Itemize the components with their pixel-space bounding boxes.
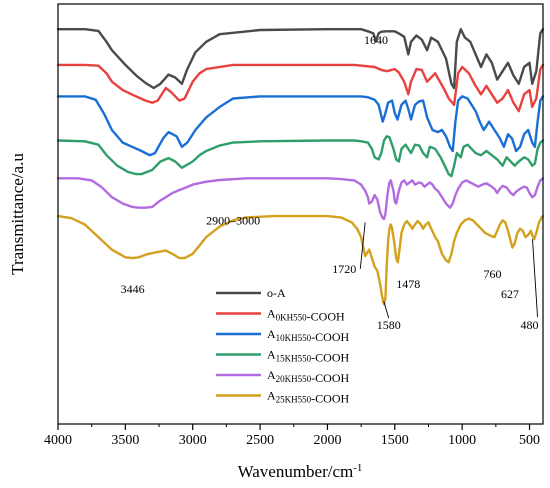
legend-label-a25kh550-cooh: A25KH550-COOH	[267, 389, 350, 406]
annotation-1720: 1720	[332, 262, 356, 276]
plot-frame	[57, 3, 544, 425]
x-tick-label-4000: 4000	[44, 433, 72, 448]
annotation-2900-3000: 2900–3000	[206, 214, 260, 228]
series-line-a0kh550-cooh	[56, 63, 545, 113]
x-tick-label-2500: 2500	[246, 433, 274, 448]
annotation-1478: 1478	[396, 277, 420, 291]
series-line-a10kh550-cooh	[56, 95, 545, 157]
annotation-3446: 3446	[121, 282, 145, 296]
legend-label-o-a: o-A	[267, 286, 286, 300]
series-line-a25kh550-cooh	[56, 214, 545, 306]
x-axis: 4000 3500 3000 2500 2000 1500 1000 500	[44, 424, 540, 448]
y-axis-label: Transmittance/a.u	[8, 153, 27, 275]
annotation-760: 760	[483, 267, 501, 281]
annotation-pointer-1720	[359, 222, 366, 269]
annotation-1640: 1640	[364, 33, 388, 47]
series-line-a20kh550-cooh	[56, 177, 545, 221]
series-line-a15kh550-cooh	[56, 135, 545, 178]
annotation-pointer-1580	[383, 301, 390, 319]
x-tick-label-3000: 3000	[179, 433, 207, 448]
x-tick-label-2000: 2000	[313, 433, 341, 448]
annotation-480: 480	[521, 318, 539, 332]
series-layer	[56, 28, 545, 306]
series-line-o-a	[56, 28, 545, 90]
annotation-627: 627	[501, 287, 519, 301]
x-tick-label-1000: 1000	[448, 433, 476, 448]
x-tick-label-500: 500	[519, 433, 540, 448]
annotation-1580: 1580	[377, 318, 401, 332]
x-tick-label-1500: 1500	[381, 433, 409, 448]
x-axis-label: Wavenumber/cm-1	[238, 462, 363, 481]
legend-label-a15kh550-cooh: A15KH550-COOH	[267, 348, 350, 365]
legend-label-a20kh550-cooh: A20KH550-COOH	[267, 368, 350, 385]
x-tick-label-3500: 3500	[111, 433, 139, 448]
annotation-pointer-480	[532, 239, 538, 318]
legend: o-A A0KH550-COOH A10KH550-COOH A15KH550-COO…	[216, 286, 350, 406]
legend-label-a0kh550-cooh: A0KH550-COOH	[267, 307, 345, 324]
legend-label-a10kh550-cooh: A10KH550-COOH	[267, 327, 350, 344]
